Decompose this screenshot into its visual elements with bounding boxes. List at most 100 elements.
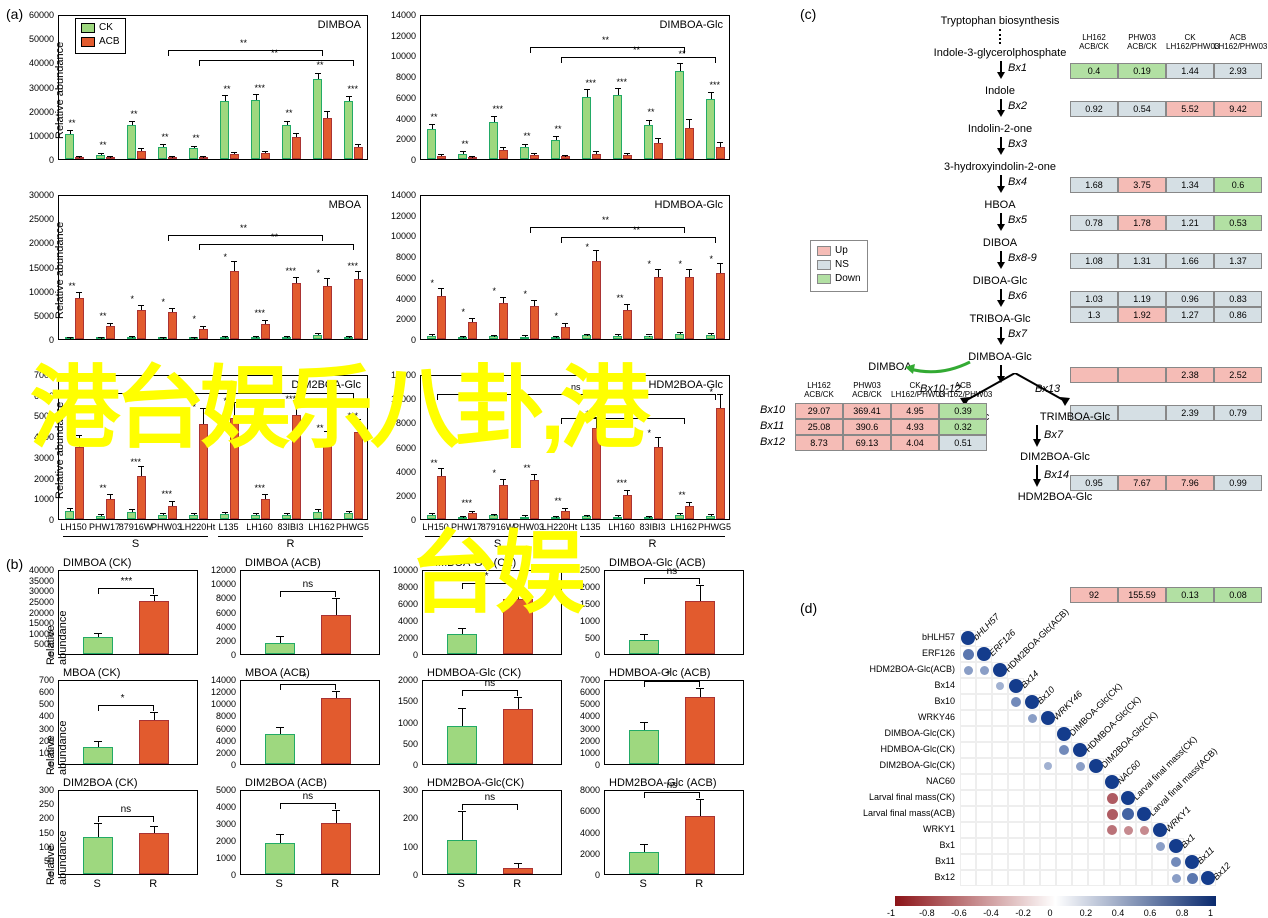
sig-bracket — [561, 237, 716, 238]
bar-s — [83, 637, 113, 654]
corr-row-label: DIMBOA-Glc(CK) — [835, 728, 955, 738]
heat-cell: 1.19 — [1118, 291, 1166, 307]
y-tick: 0 — [570, 650, 600, 660]
y-tick: 2000 — [384, 314, 416, 324]
y-tick: 200 — [388, 813, 418, 823]
corr-row-label: WRKY1 — [835, 824, 955, 834]
bar-s — [447, 726, 477, 764]
sig-star: *** — [255, 308, 266, 318]
legend-regulation: Up NS Down — [810, 240, 868, 292]
y-tick: 30000 — [24, 586, 54, 596]
bar-acb — [106, 499, 116, 519]
sig-label: ns — [485, 678, 496, 689]
colorbar-tick: -0.6 — [951, 908, 967, 918]
bar-r — [685, 816, 715, 874]
sig-label: *** — [121, 576, 133, 587]
bar-ck — [220, 101, 230, 159]
sig-bracket — [644, 578, 700, 579]
sig-star: * — [555, 311, 559, 321]
heat-row: 8.7369.134.040.51 — [795, 435, 987, 451]
bar-acb — [292, 415, 302, 519]
bar-acb — [230, 154, 240, 159]
bar-acb — [261, 324, 271, 339]
corr-dot — [980, 666, 989, 675]
sig-star: *** — [617, 77, 628, 87]
y-tick: 14000 — [206, 675, 236, 685]
heat-header: ACB LH162/PHW03 — [939, 381, 987, 399]
corr-row-label: WRKY46 — [835, 712, 955, 722]
sig-star: *** — [224, 396, 235, 406]
legend-swatch-down — [817, 274, 831, 284]
sig-bracket — [280, 803, 336, 804]
panel-b-chart-2: DIMBOA-Glc (CK)* — [422, 570, 562, 655]
gene-label: Bx3 — [1008, 138, 1027, 150]
gene-label: Bx6 — [1008, 290, 1027, 302]
bar-acb — [530, 306, 540, 339]
gene-label: Bx10 — [760, 404, 785, 416]
bar-acb — [716, 273, 726, 339]
y-tick: 2000 — [206, 636, 236, 646]
colorbar-tick: -1 — [887, 908, 895, 918]
y-tick: 0 — [384, 515, 416, 525]
x-tick-label: PHW03 — [513, 522, 544, 532]
sig-star: * — [648, 428, 652, 438]
corr-diag-label: WRKY1 — [1163, 804, 1193, 834]
sig-bracket — [280, 591, 336, 592]
heat-cell: 0.13 — [1166, 587, 1214, 603]
corr-cell — [1056, 854, 1072, 870]
corr-cell — [1088, 822, 1104, 838]
bar-r — [321, 823, 351, 874]
bar-ck — [706, 335, 716, 339]
panel-a-chart-3: HDMBOA-Glc*************** — [420, 195, 730, 340]
gene-label: Bx13 — [1035, 383, 1060, 395]
heat-cell: 5.52 — [1166, 101, 1214, 117]
chart-title: HDM2BOA-Glc (ACB) — [609, 777, 717, 789]
corr-dot — [1011, 697, 1021, 707]
bracket-label: ** — [240, 223, 247, 233]
bar-ck — [127, 125, 137, 159]
bracket-label: ns — [209, 381, 219, 391]
sig-bracket — [75, 393, 354, 394]
y-tick: 5000 — [206, 785, 236, 795]
gene-label: Bx7 — [1008, 328, 1027, 340]
y-tick: 5000 — [24, 639, 54, 649]
corr-cell — [976, 694, 992, 710]
sig-star: *** — [131, 457, 142, 467]
heat-cell: 7.67 — [1118, 475, 1166, 491]
corr-dot — [1121, 791, 1135, 805]
sig-bracket — [561, 57, 716, 58]
sig-star: * — [524, 289, 528, 299]
panel-b-label: (b) — [6, 556, 23, 572]
sig-star: ** — [431, 458, 438, 468]
heat-cell: 0.19 — [1118, 63, 1166, 79]
sig-star: ** — [462, 139, 469, 149]
corr-row-label: HDMBOA-Glc(CK) — [835, 744, 955, 754]
y-tick: 6000 — [206, 608, 236, 618]
bar-ck — [158, 515, 168, 519]
corr-cell — [960, 678, 976, 694]
bar-acb — [592, 428, 602, 519]
bar-acb — [468, 513, 478, 519]
bar-acb — [654, 447, 664, 520]
sig-bracket — [199, 60, 354, 61]
heat-cell: 0.83 — [1214, 291, 1262, 307]
bar-acb — [137, 310, 147, 339]
x-tick-label: LH220Ht — [542, 522, 578, 532]
bar-ck — [251, 515, 261, 519]
sig-star: *** — [710, 80, 721, 90]
heat-row: 29.07369.414.950.39 — [795, 403, 987, 419]
bar-r — [503, 599, 533, 654]
y-tick: 2000 — [570, 849, 600, 859]
y-tick: 0 — [384, 155, 416, 165]
y-tick: 500 — [388, 739, 418, 749]
legend-ck-acb: CK ACB — [75, 18, 126, 54]
sig-star: *** — [586, 409, 597, 419]
corr-cell — [960, 710, 976, 726]
bar-ck — [551, 517, 561, 519]
bar-acb — [685, 277, 695, 339]
colorbar — [895, 896, 1216, 906]
corr-cell — [976, 742, 992, 758]
heat-cell: 0.32 — [939, 419, 987, 435]
heat-row: 0.920.545.529.42 — [1070, 101, 1262, 117]
pathway-node: 3-hydroxyindolin-2-one — [944, 161, 1056, 173]
